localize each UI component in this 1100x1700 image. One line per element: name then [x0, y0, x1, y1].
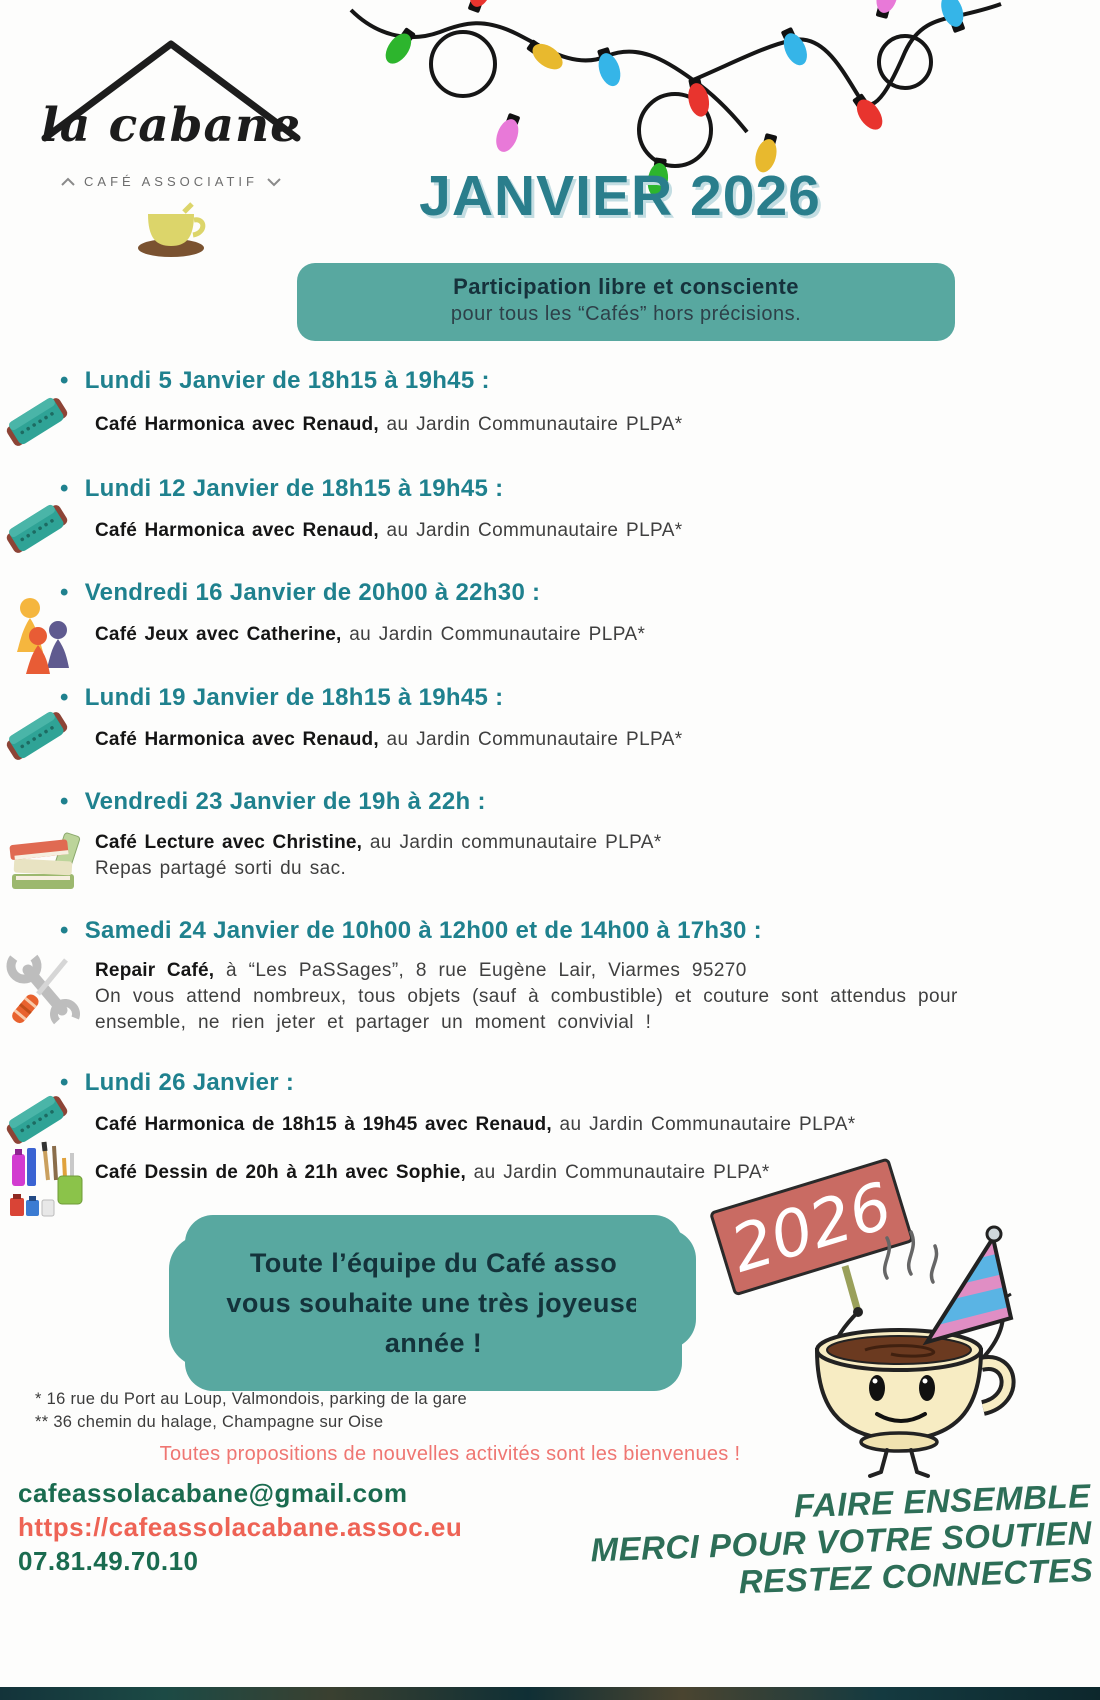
- event-5-description: Café Lecture avec Christine, au Jardin c…: [95, 830, 662, 882]
- contact-email[interactable]: cafeassolacabane@gmail.com: [18, 1478, 408, 1508]
- logo-subtitle: CAFÉ ASSOCIATIF: [35, 174, 307, 189]
- sign-stick: [841, 1265, 862, 1313]
- contact-website[interactable]: https://cafeassolacabane.assoc.eu: [18, 1512, 463, 1542]
- books-icon: [9, 832, 81, 889]
- proposals-text: Toutes propositions de nouvelles activit…: [159, 1443, 741, 1465]
- event-7-description-2: Café Dessin de 20h à 21h avec Sophie, au…: [95, 1162, 770, 1183]
- event-4-heading: Lundi 19 Janvier de 18h15 à 19h45 :: [60, 683, 503, 713]
- footnote-2: ** 36 chemin du halage, Champagne sur Oi…: [35, 1413, 384, 1431]
- event-6-description: Repair Café, à “Les PaSSages”, 8 rue Eug…: [95, 958, 1040, 1036]
- event-4-description: Café Harmonica avec Renaud, au Jardin Co…: [95, 729, 683, 750]
- event-5-extra: Repas partagé sorti du sac.: [95, 858, 347, 879]
- chevron-down-icon: [267, 177, 281, 186]
- event-1-heading: Lundi 5 Janvier de 18h15 à 19h45 :: [60, 366, 490, 396]
- participation-banner: Participation libre et consciente pour t…: [297, 263, 955, 341]
- wish-line-1: Toute l’équipe du Café asso: [249, 1248, 618, 1278]
- wish-message: Toute l’équipe du Café asso vous souhait…: [169, 1215, 696, 1391]
- event-7-heading: Lundi 26 Janvier :: [60, 1068, 294, 1098]
- contact-phone[interactable]: 07.81.49.70.10: [18, 1546, 199, 1576]
- bottom-strip: [0, 1687, 1100, 1700]
- banner-line-1: Participation libre et consciente: [453, 274, 799, 299]
- art-supplies-icon: [10, 1141, 83, 1217]
- contact-block: cafeassolacabane@gmail.com https://cafea…: [18, 1476, 462, 1578]
- logo-subtitle-label: CAFÉ ASSOCIATIF: [84, 174, 258, 189]
- harmonica-icon: [2, 503, 72, 555]
- party-cup-illustration: 2026: [710, 1158, 1016, 1478]
- harmonica-icon: [2, 710, 72, 762]
- chevron-up-icon: [61, 177, 75, 186]
- coffee-cup-icon: [138, 202, 206, 257]
- event-6-line-3: ensemble, ne rien jeter et partager un m…: [95, 1012, 652, 1033]
- event-2-heading: Lundi 12 Janvier de 18h15 à 19h45 :: [60, 474, 503, 504]
- harmonica-icon: [2, 396, 72, 448]
- wish-line-2: vous souhaite une très joyeuse: [226, 1288, 641, 1318]
- event-6-heading: Samedi 24 Janvier de 10h00 à 12h00 et de…: [60, 916, 762, 946]
- event-1-description: Café Harmonica avec Renaud, au Jardin Co…: [95, 414, 683, 435]
- footnote-1: * 16 rue du Port au Loup, Valmondois, pa…: [35, 1390, 468, 1408]
- event-6-line-2: On vous attend nombreux, tous objets (sa…: [95, 986, 958, 1007]
- tools-icon: [6, 950, 80, 1029]
- event-3-heading: Vendredi 16 Janvier de 20h00 à 22h30 :: [60, 578, 540, 608]
- steam-icon: [883, 1230, 939, 1284]
- string-lights-icon: [349, 0, 1002, 197]
- event-2-description: Café Harmonica avec Renaud, au Jardin Co…: [95, 520, 683, 541]
- harmonica-icon: [2, 1094, 72, 1146]
- event-3-description: Café Jeux avec Catherine, au Jardin Comm…: [95, 624, 646, 645]
- roof-icon: [41, 40, 301, 142]
- game-pawns-icon: [17, 598, 69, 674]
- event-7-description-1: Café Harmonica de 18h15 à 19h45 avec Ren…: [95, 1114, 856, 1135]
- slogan-block: FAIRE ENSEMBLE MERCI POUR VOTRE SOUTIEN …: [570, 1477, 1094, 1606]
- month-title: JANVIER 2026: [419, 164, 821, 228]
- wish-line-3: année !: [384, 1328, 483, 1358]
- event-5-heading: Vendredi 23 Janvier de 19h à 22h :: [60, 787, 486, 817]
- banner-line-2: pour tous les “Cafés” hors précisions.: [450, 303, 802, 325]
- brand-text: la cabane: [40, 98, 302, 153]
